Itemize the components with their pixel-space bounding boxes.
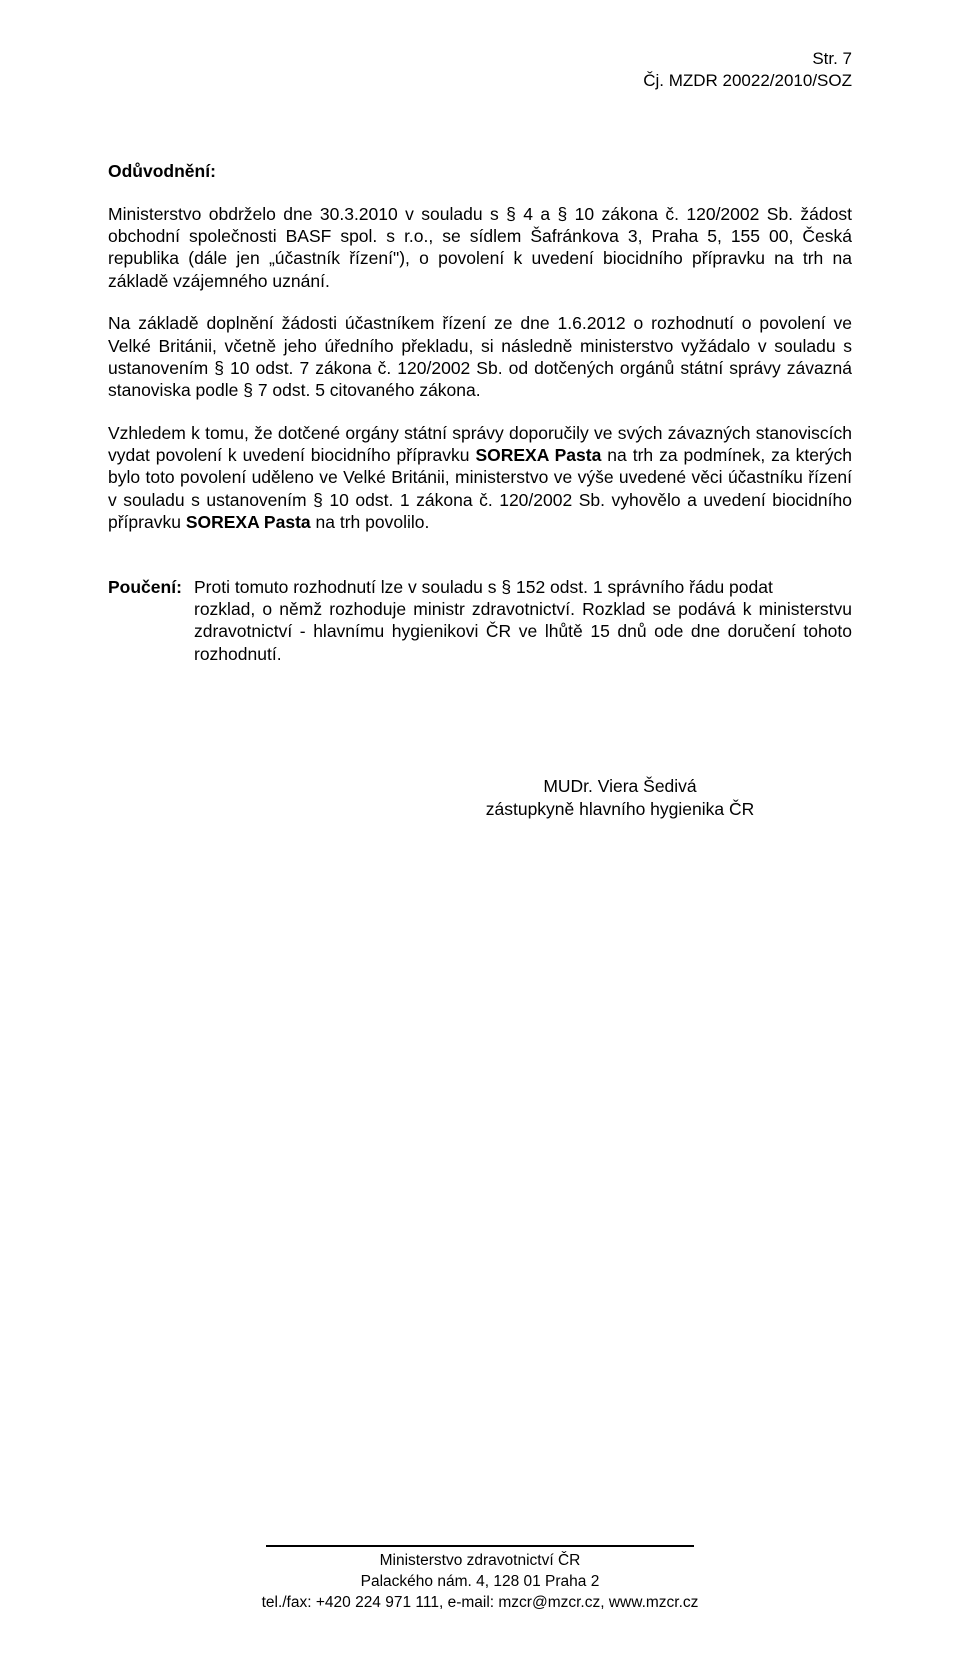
document-page: Str. 7 Čj. MZDR 20022/2010/SOZ Odůvodněn… (0, 0, 960, 1654)
footer-org: Ministerstvo zdravotnictví ČR (0, 1551, 960, 1572)
section-heading: Odůvodnění: (108, 160, 852, 182)
document-body: Odůvodnění: Ministerstvo obdrželo dne 30… (108, 160, 852, 820)
page-footer: Ministerstvo zdravotnictví ČR Palackého … (0, 1545, 960, 1614)
instruction-label: Poučení: (108, 576, 194, 598)
paragraph-3: Vzhledem k tomu, že dotčené orgány státn… (108, 422, 852, 534)
instruction-first-line: Poučení: Proti tomuto rozhodnutí lze v s… (108, 576, 852, 598)
page-header: Str. 7 Čj. MZDR 20022/2010/SOZ (108, 48, 852, 92)
paragraph-1: Ministerstvo obdrželo dne 30.3.2010 v so… (108, 203, 852, 293)
page-number: Str. 7 (108, 48, 852, 70)
signature-block: MUDr. Viera Šedivá zástupkyně hlavního h… (108, 775, 852, 820)
instruction-rest: rozklad, o němž rozhoduje ministr zdravo… (108, 598, 852, 665)
paragraph-2: Na základě doplnění žádosti účastníkem ř… (108, 312, 852, 402)
paragraph-2-text: Na základě doplnění žádosti účastníkem ř… (108, 313, 852, 400)
signature-inner: MUDr. Viera Šedivá zástupkyně hlavního h… (486, 775, 755, 820)
paragraph-1-text: Ministerstvo obdrželo dne 30.3.2010 v so… (108, 204, 852, 291)
instruction-line1: Proti tomuto rozhodnutí lze v souladu s … (194, 576, 852, 598)
signatory-name: MUDr. Viera Šedivá (486, 775, 755, 797)
footer-divider (266, 1545, 694, 1547)
footer-address: Palackého nám. 4, 128 01 Praha 2 (0, 1572, 960, 1593)
footer-text: Ministerstvo zdravotnictví ČR Palackého … (0, 1551, 960, 1614)
product-name-1: SOREXA Pasta (475, 445, 601, 465)
signatory-title: zástupkyně hlavního hygienika ČR (486, 798, 755, 820)
footer-contact: tel./fax: +420 224 971 111, e-mail: mzcr… (0, 1593, 960, 1614)
paragraph-3c: na trh povolilo. (311, 512, 430, 532)
instruction-block: Poučení: Proti tomuto rozhodnutí lze v s… (108, 576, 852, 666)
product-name-2: SOREXA Pasta (186, 512, 311, 532)
reference-number: Čj. MZDR 20022/2010/SOZ (108, 70, 852, 92)
